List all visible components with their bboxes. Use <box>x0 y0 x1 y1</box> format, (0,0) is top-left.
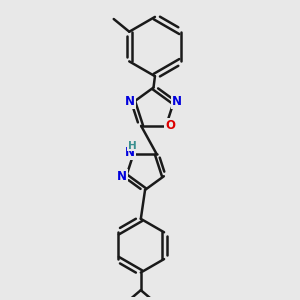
Text: N: N <box>125 95 135 108</box>
Text: N: N <box>125 146 135 159</box>
Text: O: O <box>165 119 175 132</box>
Text: N: N <box>172 95 182 108</box>
Text: N: N <box>117 170 127 183</box>
Text: H: H <box>128 141 136 151</box>
